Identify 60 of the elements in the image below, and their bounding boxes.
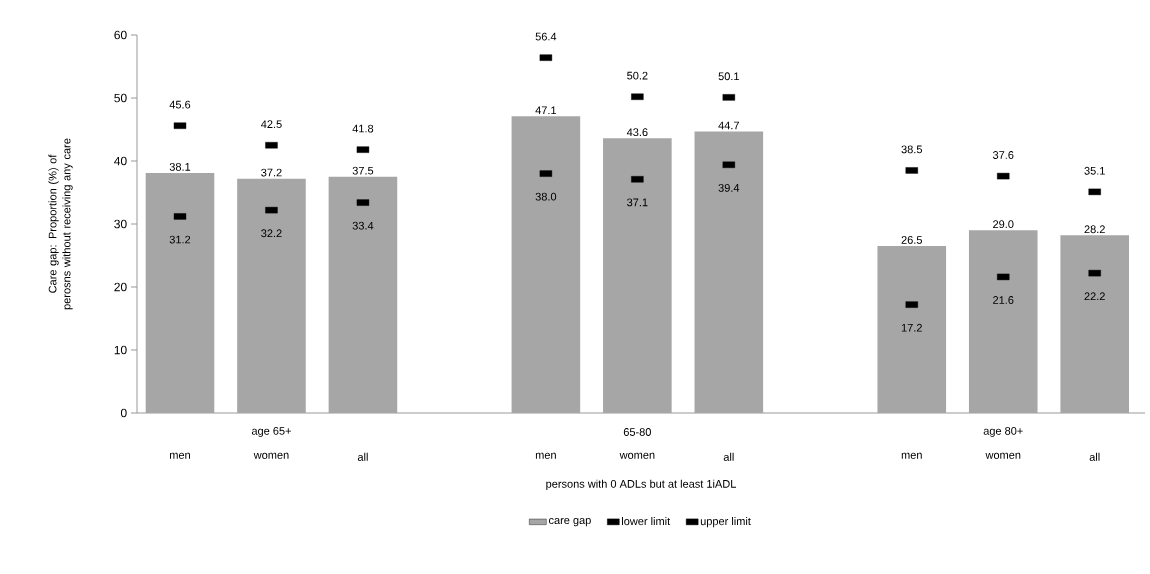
legend-label: lower limit [622, 517, 671, 526]
data-label: 44.7 [718, 121, 739, 130]
data-label: 37.5 [352, 166, 374, 175]
data-label: 42.5 [261, 120, 282, 129]
data-label: 37.6 [992, 151, 1014, 159]
data-label: 26.5 [901, 236, 923, 244]
data-label: 38.1 [169, 162, 191, 171]
text: 65-80 [623, 428, 651, 436]
data-label: 45.6 [169, 100, 191, 109]
y-tick-label: 20 [114, 282, 127, 292]
data-label: 33.4 [352, 221, 374, 230]
y-tick-label: 30 [114, 219, 127, 229]
bar [328, 176, 398, 413]
data-label: 32.2 [261, 229, 282, 238]
y-tick-label: 50 [114, 93, 127, 103]
bar [877, 246, 947, 413]
legend-label: care gap [548, 518, 591, 527]
data-label: 29.0 [993, 220, 1014, 229]
x-axis-title: persons with 0 ADLs but at least 1iADL [546, 479, 736, 490]
data-label: 28.2 [1084, 225, 1105, 234]
x-tick-label: women [985, 452, 1021, 459]
bar [968, 230, 1038, 413]
bar [694, 131, 764, 413]
data-label: 39.4 [718, 183, 740, 192]
data-label: 31.2 [169, 235, 191, 244]
x-tick-label: women [619, 452, 655, 459]
text: age 80+ [983, 427, 1023, 437]
x-tick-label: all [357, 452, 368, 461]
data-label: 50.1 [718, 72, 739, 81]
data-label: 50.2 [627, 71, 648, 80]
data-label: 56.4 [535, 32, 557, 41]
data-label: 17.2 [901, 323, 922, 332]
data-label: 35.1 [1084, 166, 1105, 175]
data-label: 37.1 [627, 198, 648, 207]
data-label: 21.6 [993, 296, 1014, 304]
x-tick-label: men [901, 452, 922, 459]
bar [511, 116, 581, 413]
x-tick-label: all [723, 452, 734, 461]
data-label: 38.5 [901, 145, 923, 154]
x-tick-label: men [535, 452, 556, 459]
data-label: 43.6 [626, 128, 648, 137]
data-label: 41.8 [352, 124, 374, 133]
bar [1060, 235, 1130, 413]
y-tick-label: 0 [120, 408, 127, 418]
data-label: 37.2 [261, 168, 282, 177]
x-tick-label: women [253, 452, 289, 459]
data-label: 47.1 [535, 106, 557, 115]
y-tick-label: 60 [114, 30, 127, 40]
x-tick-label: all [1089, 452, 1100, 461]
y-axis-title: Care gap: Proportion (%) of perosns without receiving any care [48, 138, 73, 310]
data-label: 22.2 [1084, 292, 1105, 301]
x-tick-label: men [170, 452, 190, 459]
bar [603, 138, 672, 413]
legend-label: upper limit [700, 517, 751, 528]
bar [145, 172, 215, 413]
y-tick-label: 40 [114, 156, 127, 166]
y-tick-label: 10 [114, 345, 127, 355]
bar [237, 178, 306, 413]
text: age 65+ [251, 427, 291, 437]
data-label: 38.0 [535, 192, 557, 201]
